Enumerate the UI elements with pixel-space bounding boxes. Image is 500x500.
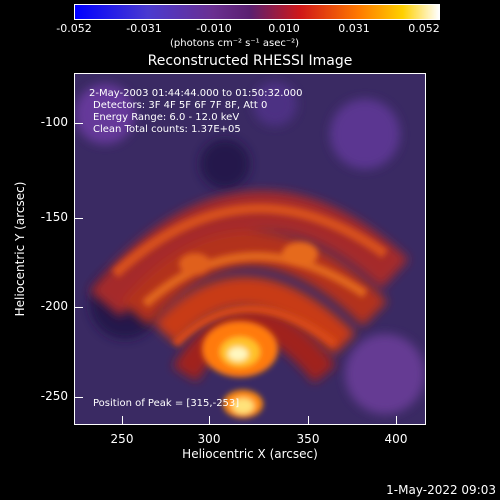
y-tick-mark <box>75 397 83 398</box>
image-area: 2-May-2003 01:44:44.000 to 01:50:32.000 … <box>74 73 426 425</box>
colorbar-gradient <box>74 4 440 20</box>
annotation-detectors: Detectors: 3F 4F 5F 6F 7F 8F, Att 0 <box>93 100 268 111</box>
x-tick-label: 350 <box>296 432 320 446</box>
y-tick-mark <box>75 307 83 308</box>
colorbar-tick-label: -0.052 <box>56 22 92 35</box>
x-tick-mark <box>308 416 309 424</box>
y-axis-title: Heliocentric Y (arcsec) <box>13 181 27 317</box>
x-tick-mark <box>209 416 210 424</box>
x-tick-mark <box>122 416 123 424</box>
x-axis-title: Heliocentric X (arcsec) <box>182 447 318 461</box>
plot-title: Reconstructed RHESSI Image <box>147 53 353 69</box>
annotation-time: 2-May-2003 01:44:44.000 to 01:50:32.000 <box>89 88 303 99</box>
y-tick-label: -100 <box>40 115 68 129</box>
y-tick-label: -250 <box>40 389 68 403</box>
y-tick-label: -200 <box>40 299 68 313</box>
x-tick-label: 250 <box>110 432 134 446</box>
x-tick-label: 400 <box>384 432 408 446</box>
colorbar-tick-label: 0.010 <box>268 22 300 35</box>
colorbar-tick-label: -0.031 <box>126 22 162 35</box>
footer-date: 1-May-2022 09:03 <box>386 483 496 497</box>
annotation-energy: Energy Range: 6.0 - 12.0 keV <box>93 112 240 123</box>
colorbar-unit: (photons cm⁻² s⁻¹ asec⁻²) <box>170 38 300 49</box>
y-tick-label: -150 <box>40 210 68 224</box>
solar-image <box>75 74 425 424</box>
x-tick-label: 300 <box>197 432 221 446</box>
y-tick-mark <box>75 123 83 124</box>
annotation-peak: Position of Peak = [315,-253] <box>93 398 240 409</box>
colorbar <box>74 4 440 20</box>
colorbar-tick-label: 0.031 <box>338 22 370 35</box>
y-tick-mark <box>75 218 83 219</box>
x-tick-mark <box>396 416 397 424</box>
colorbar-tick-label: -0.010 <box>196 22 232 35</box>
annotation-clean: Clean Total counts: 1.37E+05 <box>93 124 241 135</box>
colorbar-tick-label: 0.052 <box>408 22 440 35</box>
